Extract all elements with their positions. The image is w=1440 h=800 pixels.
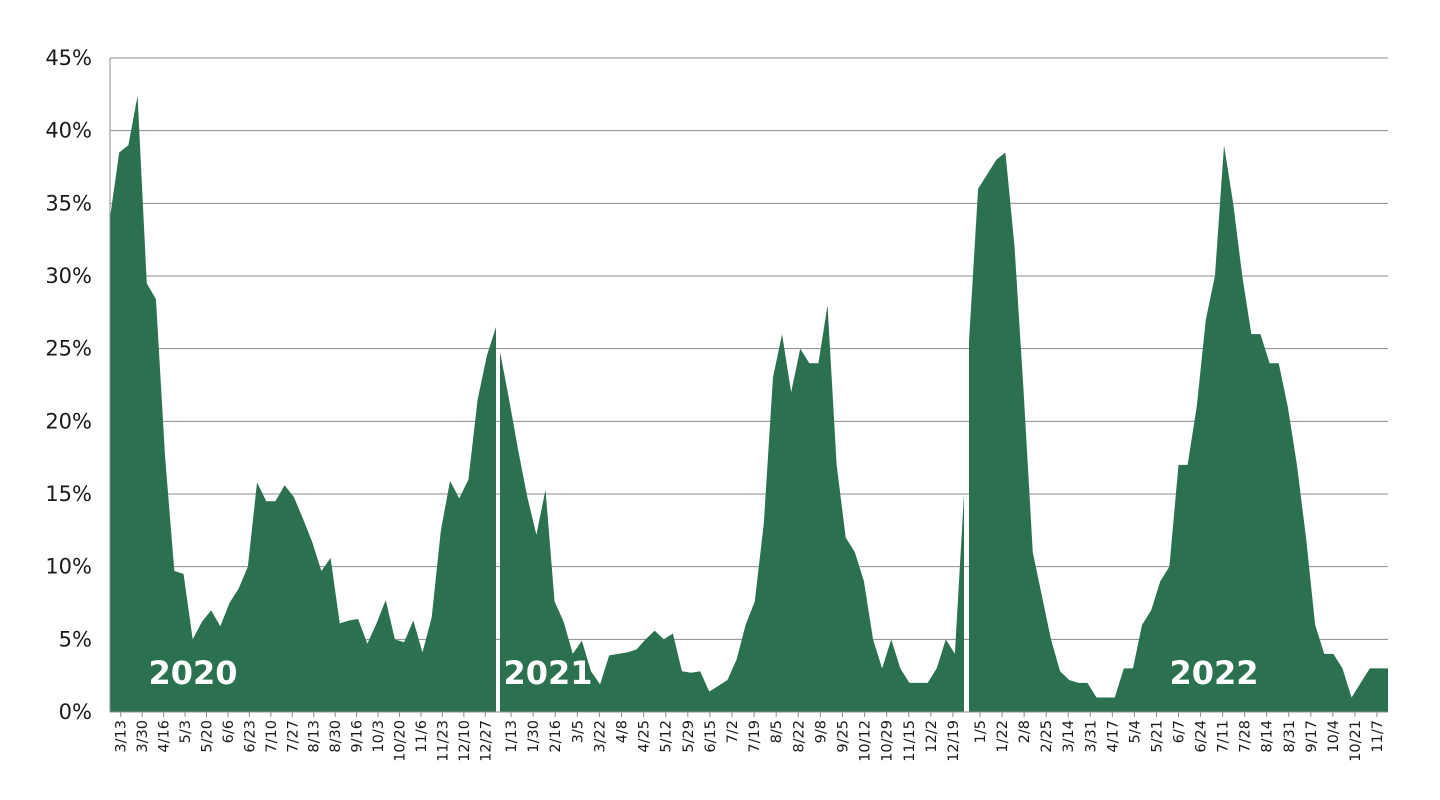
x-tick-label: 4/8	[615, 720, 631, 743]
y-tick-label: 30%	[45, 264, 92, 288]
year-label-2020: 2020	[148, 654, 237, 692]
x-tick-label: 2/25	[1039, 720, 1055, 753]
x-tick-label: 10/29	[880, 720, 896, 762]
x-tick-label: 5/12	[659, 720, 675, 753]
x-tick-label: 5/29	[681, 720, 697, 753]
x-tick-label: 11/6	[414, 720, 430, 753]
x-tick-label: 6/24	[1194, 720, 1210, 753]
x-tick-label: 7/27	[285, 720, 301, 753]
area-series	[110, 95, 1388, 713]
x-tick-label: 8/31	[1282, 720, 1298, 753]
x-tick-label: 8/13	[307, 720, 323, 753]
y-tick-label: 45%	[45, 46, 92, 70]
x-tick-label: 6/6	[221, 720, 237, 743]
x-tick-label: 12/10	[457, 720, 473, 762]
x-tick-label: 10/4	[1326, 720, 1342, 753]
x-tick-label: 7/2	[725, 720, 741, 743]
x-tick-label: 1/22	[995, 720, 1011, 753]
x-tick-label: 8/5	[769, 720, 785, 743]
year-label-2021: 2021	[503, 654, 592, 692]
x-tick-label: 1/30	[526, 720, 542, 753]
x-tick-label: 3/31	[1083, 720, 1099, 753]
x-tick-label: 4/17	[1105, 720, 1121, 753]
x-tick-label: 10/3	[371, 720, 387, 753]
y-tick-label: 15%	[45, 482, 92, 506]
x-tick-label: 9/8	[813, 720, 829, 743]
x-tick-label: 6/7	[1172, 720, 1188, 743]
x-tick-label: 3/22	[592, 720, 608, 753]
x-tick-label: 7/10	[264, 720, 280, 753]
x-tick-label: 12/19	[946, 720, 962, 762]
x-tick-label: 2/16	[548, 720, 564, 753]
x-tick-label: 5/21	[1149, 720, 1165, 753]
y-tick-label: 20%	[45, 409, 92, 433]
x-tick-label: 11/15	[902, 720, 918, 762]
x-tick-label: 10/20	[393, 720, 409, 762]
y-tick-label: 0%	[59, 700, 92, 724]
area-2021	[500, 305, 964, 712]
x-tick-label: 9/16	[350, 720, 366, 753]
x-tick-label: 11/7	[1370, 720, 1386, 753]
y-tick-label: 25%	[45, 337, 92, 361]
x-tick-label: 5/4	[1127, 720, 1143, 743]
x-tick-label: 10/21	[1348, 720, 1364, 762]
x-tick-label: 3/30	[135, 720, 151, 753]
x-tick-label: 7/28	[1238, 720, 1254, 753]
y-tick-label: 10%	[45, 555, 92, 579]
x-tick-label: 10/12	[858, 720, 874, 762]
y-tick-label: 40%	[45, 119, 92, 143]
x-tick-label: 3/14	[1061, 720, 1077, 753]
x-tick-label: 5/3	[178, 720, 194, 743]
x-tick-label: 7/11	[1216, 720, 1232, 753]
x-tick-label: 5/20	[200, 720, 216, 753]
axes	[109, 58, 1388, 717]
x-tick-label: 12/27	[478, 720, 494, 762]
x-tick-label: 1/13	[504, 720, 520, 753]
x-tick-label: 6/23	[242, 720, 258, 753]
x-tick-label: 6/15	[703, 720, 719, 753]
x-tick-label: 9/25	[835, 720, 851, 753]
x-tick-label: 1/5	[973, 720, 989, 743]
y-axis-tick-labels: 0% 5% 10% 15% 20% 25% 30% 35% 40% 45%	[45, 46, 92, 724]
y-tick-label: 35%	[45, 191, 92, 215]
x-axis-tick-labels: 3/13 3/30 4/16 5/3 5/20 6/6 6/23 7/10 7/27 8/13 8/…	[114, 720, 1386, 762]
x-tick-label: 7/19	[747, 720, 763, 753]
x-tick-label: 3/5	[570, 720, 586, 743]
area-2022	[969, 145, 1388, 712]
gridlines	[110, 57, 1388, 640]
x-tick-label: 2/8	[1017, 720, 1033, 743]
x-tick-label: 8/30	[328, 720, 344, 753]
x-tick-label: 12/2	[924, 720, 940, 753]
area-2020	[110, 95, 496, 713]
year-labels: 2020 2021 2022	[148, 654, 1258, 692]
x-tick-label: 3/13	[114, 720, 130, 753]
y-tick-label: 5%	[59, 627, 92, 651]
x-tick-label: 4/16	[157, 720, 173, 753]
x-tick-label: 9/17	[1304, 720, 1320, 753]
year-label-2022: 2022	[1169, 654, 1258, 692]
x-tick-label: 8/14	[1260, 720, 1276, 753]
x-tick-label: 4/25	[637, 720, 653, 753]
x-tick-label: 8/22	[791, 720, 807, 753]
x-tick-label: 11/23	[435, 720, 451, 762]
